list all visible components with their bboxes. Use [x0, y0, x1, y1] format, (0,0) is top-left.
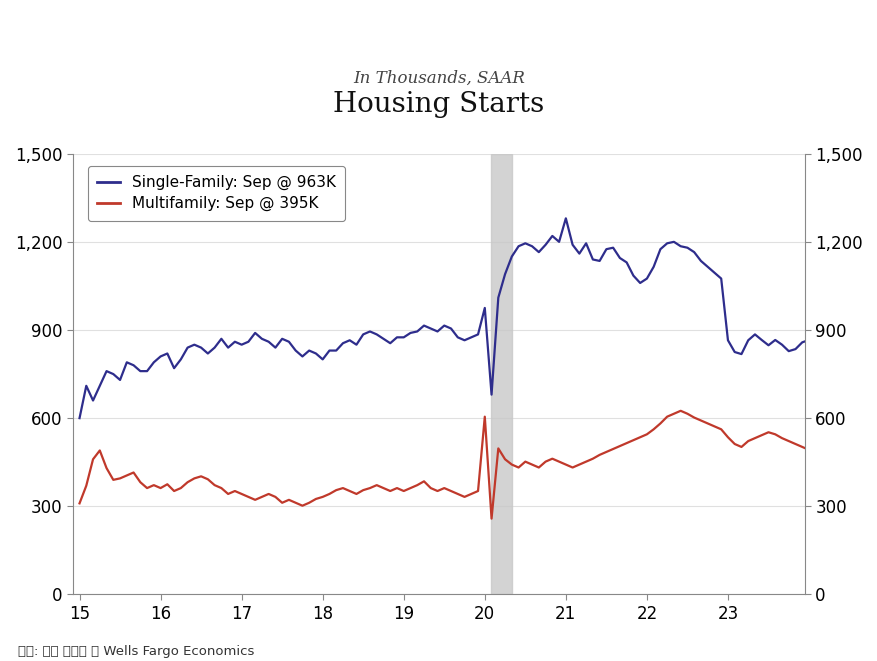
Text: In Thousands, SAAR: In Thousands, SAAR — [353, 69, 524, 87]
Title: Housing Starts: Housing Starts — [333, 91, 544, 118]
Bar — [491, 153, 511, 594]
Text: 출첸: 미국 상무부 및 Wells Fargo Economics: 출첸: 미국 상무부 및 Wells Fargo Economics — [18, 644, 253, 658]
Legend: Single-Family: Sep @ 963K, Multifamily: Sep @ 395K: Single-Family: Sep @ 963K, Multifamily: … — [88, 166, 345, 221]
